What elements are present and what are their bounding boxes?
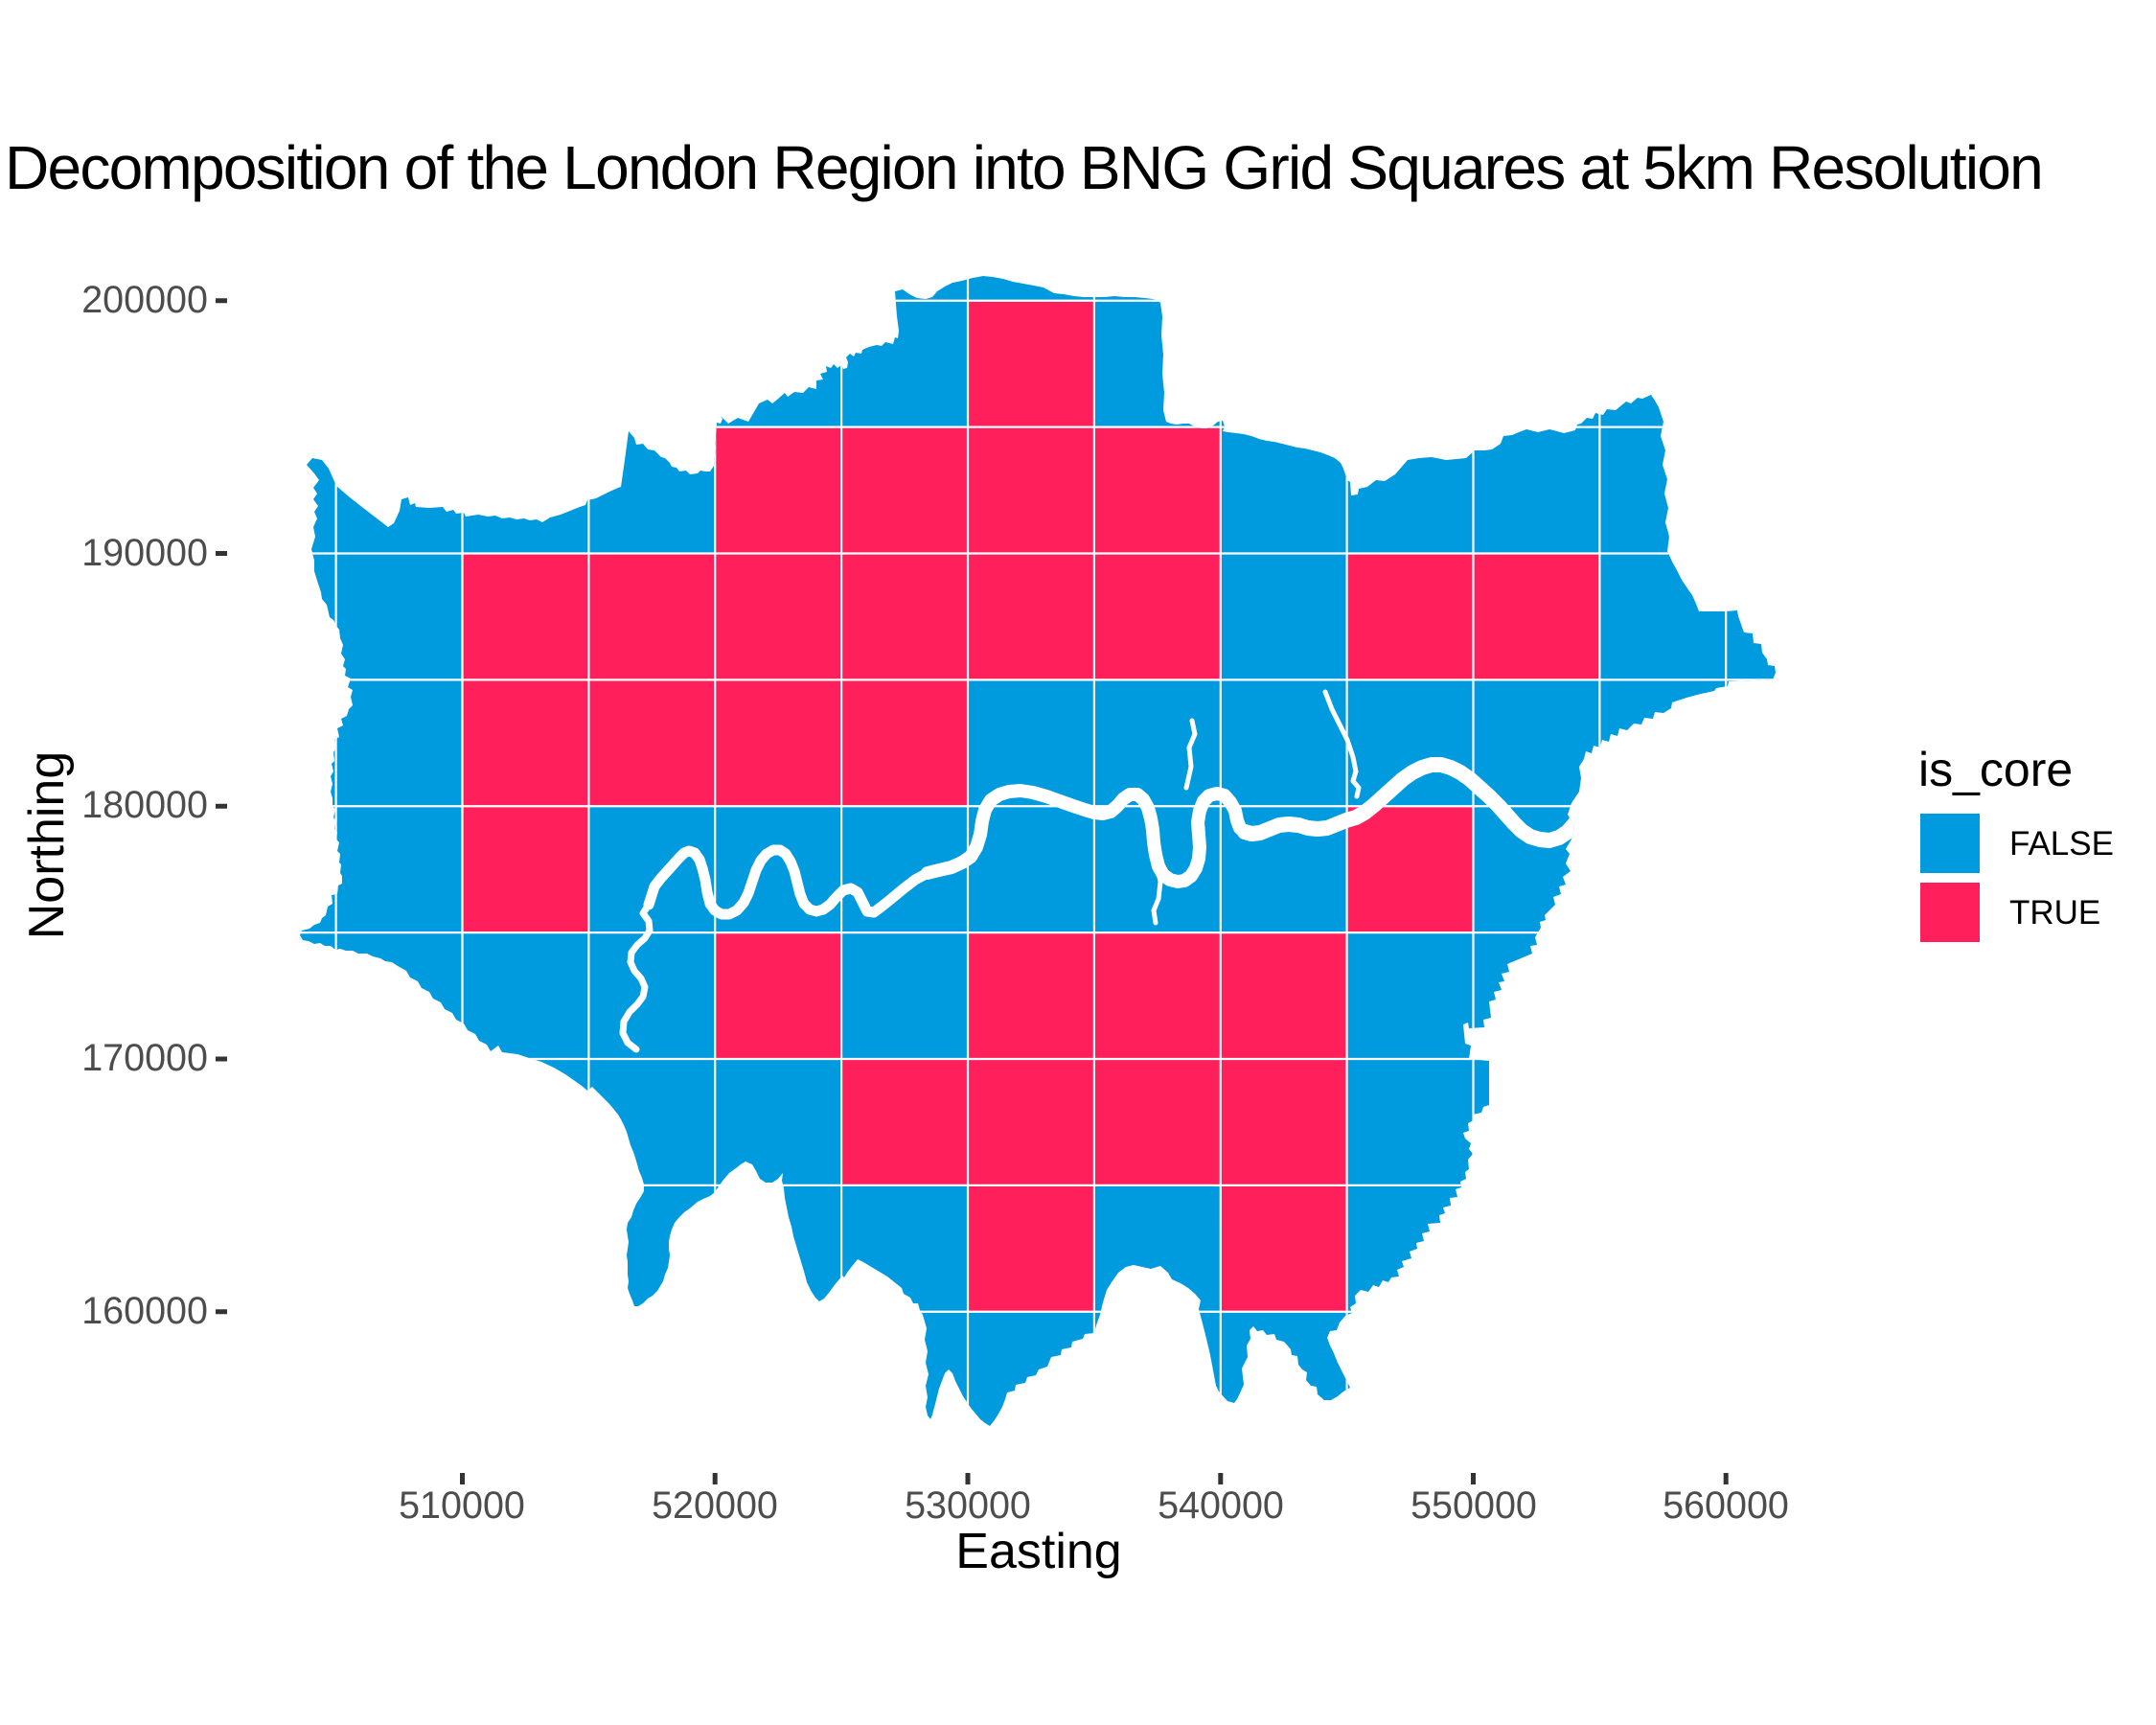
svg-text:is_core: is_core xyxy=(1918,743,2073,796)
svg-text:Easting: Easting xyxy=(955,1524,1121,1579)
svg-text:530000: 530000 xyxy=(905,1484,1031,1527)
svg-text:540000: 540000 xyxy=(1158,1484,1284,1527)
svg-text:TRUE: TRUE xyxy=(2009,894,2100,932)
svg-text:520000: 520000 xyxy=(652,1484,778,1527)
svg-text:190000: 190000 xyxy=(81,532,208,574)
svg-text:170000: 170000 xyxy=(81,1037,208,1079)
svg-text:160000: 160000 xyxy=(81,1290,208,1332)
svg-text:Decomposition of the London Re: Decomposition of the London Region into … xyxy=(5,133,2042,202)
svg-text:550000: 550000 xyxy=(1411,1484,1537,1527)
svg-text:180000: 180000 xyxy=(81,784,208,826)
svg-text:510000: 510000 xyxy=(399,1484,525,1527)
svg-text:200000: 200000 xyxy=(81,279,208,321)
svg-text:560000: 560000 xyxy=(1663,1484,1789,1527)
svg-text:Northing: Northing xyxy=(19,751,75,940)
svg-text:FALSE: FALSE xyxy=(2009,825,2114,862)
